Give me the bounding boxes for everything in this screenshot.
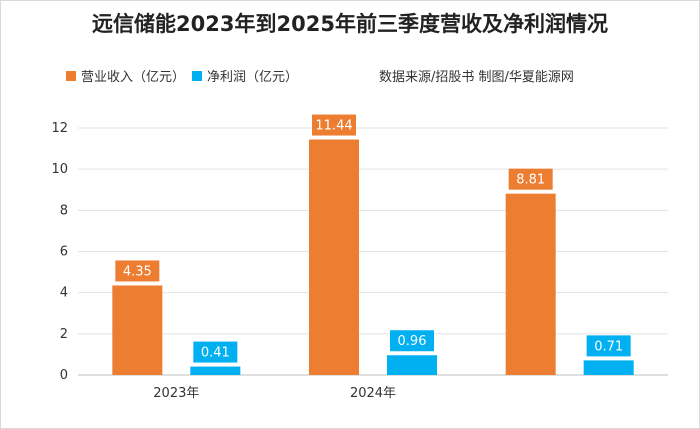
revenue-bar [505,193,556,375]
legend-swatch-revenue [66,70,76,81]
legend-swatch-net-profit [192,70,202,81]
legend-label-revenue: 营业收入（亿元） [81,70,186,85]
chart-title: 远信储能2023年到2025年前三季度营收及净利润情况 [92,12,608,36]
y-tick-label: 10 [51,162,68,177]
y-tick-label: 12 [51,121,68,136]
net-profit-data-label: 0.96 [398,334,427,349]
revenue-data-label: 11.44 [315,119,352,134]
legend-label-net-profit: 净利润（亿元） [207,70,299,85]
revenue-data-label-box [312,114,356,136]
revenue-data-label-box [508,168,553,190]
source-note: 数据来源/招股书 制图/华夏能源网 [379,70,574,85]
x-tick-label: 2024年 [350,386,396,401]
y-tick-label: 6 [60,245,68,260]
y-tick-label: 8 [60,203,68,218]
net-profit-bar [190,366,241,375]
net-profit-data-label-box [193,341,238,363]
revenue-bar [309,139,359,375]
y-tick-label: 2 [60,327,68,342]
net-profit-data-label: 0.71 [594,339,623,354]
revenue-data-label-box [115,260,160,282]
net-profit-data-label-box [586,335,631,357]
net-profit-bar [387,355,437,375]
y-tick-label: 4 [60,286,68,301]
legend-item-revenue: 营业收入（亿元） [66,66,185,85]
revenue-data-label: 4.35 [123,264,152,279]
revenue-data-label: 8.81 [516,173,545,188]
net-profit-bar [583,360,634,375]
net-profit-data-label: 0.41 [201,346,230,361]
net-profit-data-label-box [390,330,434,352]
revenue-bar [112,285,163,375]
legend-item-net-profit: 净利润（亿元） [192,66,298,85]
x-tick-label: 2023年 [153,386,199,401]
y-tick-label: 0 [60,368,68,383]
